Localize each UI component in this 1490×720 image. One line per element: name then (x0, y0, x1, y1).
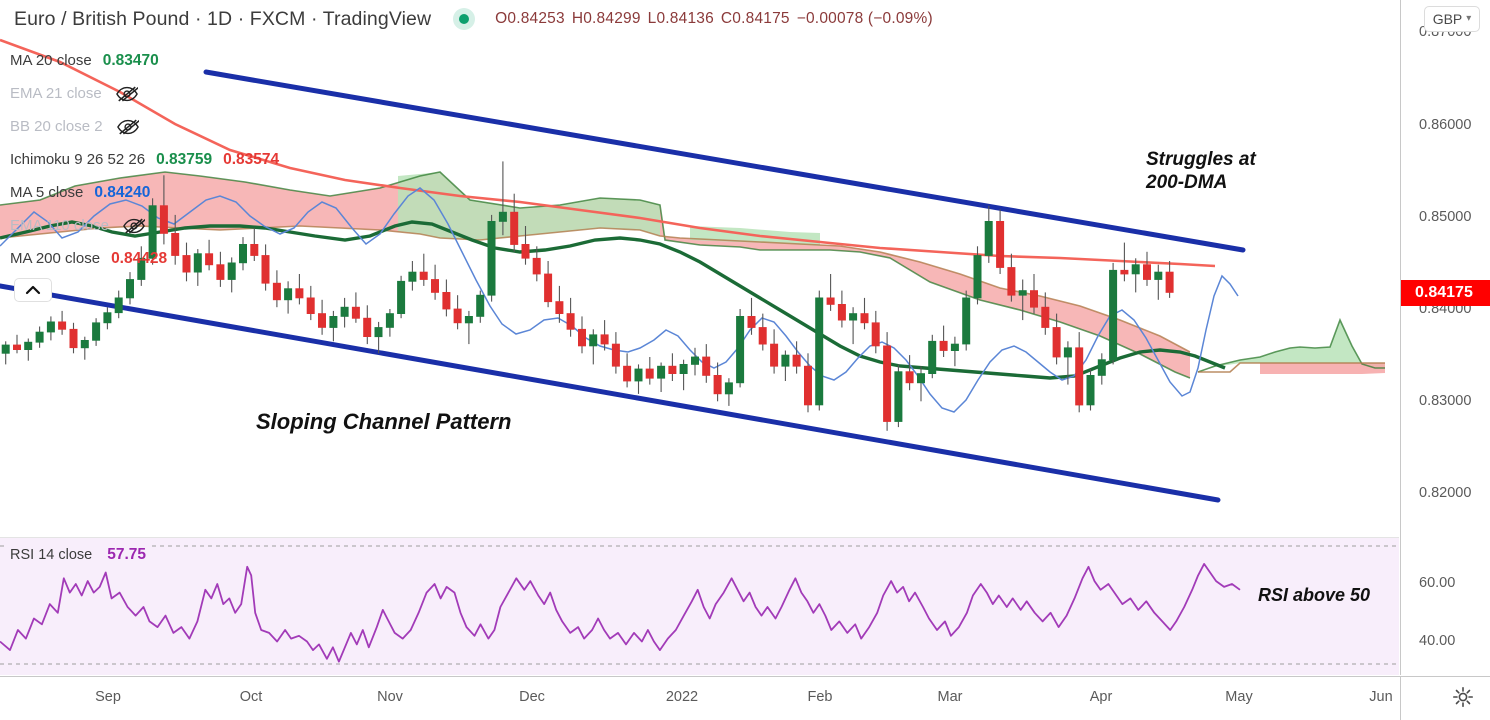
annotation-sloping-channel-pattern: Sloping Channel Pattern (256, 409, 512, 434)
rsi-legend-name: RSI 14 close (10, 547, 93, 563)
collapse-pane-button[interactable] (14, 278, 52, 302)
price-chart-svg (0, 38, 1385, 503)
candlestick-series (1, 161, 1174, 431)
chevron-up-icon (25, 285, 41, 295)
price-axis-tick: 0.86000 (1419, 116, 1472, 133)
time-axis-tick: Oct (239, 689, 263, 705)
currency-selector-label: GBP (1432, 11, 1463, 27)
chevron-down-icon: ▾ (1466, 13, 1472, 24)
annotation-struggles-at-200dma: Struggles at 200-DMA (1146, 149, 1256, 194)
price-axis-tick: 0.82000 (1419, 485, 1472, 502)
rsi-chart-svg (0, 545, 1399, 665)
sloping-channel (0, 69, 1246, 503)
rsi-axis-tick: 60.00 (1419, 575, 1456, 591)
time-axis-tick: Jun (1369, 689, 1393, 705)
channel-lower-line (0, 283, 1221, 503)
ma5-line (0, 187, 1239, 413)
time-axis-tick: 2022 (665, 689, 699, 705)
gear-icon[interactable] (1452, 686, 1474, 708)
axis-corner-divider (1400, 676, 1401, 720)
time-axis[interactable]: Sep Oct Nov Dec 2022 Feb Mar Apr May Jun (0, 676, 1490, 720)
channel-upper-line (203, 69, 1246, 253)
ichimoku-future-cloud (1197, 317, 1385, 374)
rsi-pane[interactable] (0, 537, 1399, 675)
time-axis-tick: Dec (519, 689, 545, 705)
rsi-axis-tick: 40.00 (1419, 632, 1456, 649)
annotation-rsi-above-50: RSI above 50 (1258, 585, 1371, 605)
currency-selector[interactable]: GBP ▾ (1424, 6, 1480, 32)
current-price-badge: 0.84175 (1401, 279, 1490, 306)
ma200-line (0, 38, 1216, 268)
price-axis-tick: 0.83000 (1419, 393, 1472, 410)
ma20-line (0, 220, 1226, 380)
time-axis-tick: Mar (937, 689, 963, 705)
price-axis[interactable]: 0.87000 0.86000 0.85000 0.84000 0.83000 0.820… (1400, 0, 1490, 675)
rsi-legend[interactable]: RSI 14 close 57.75 (8, 545, 153, 565)
time-axis-tick: Nov (377, 689, 403, 705)
time-axis-tick: Sep (95, 689, 121, 705)
time-axis-tick: Feb (807, 689, 833, 705)
time-axis-tick: May (1225, 689, 1253, 705)
time-axis-tick: Apr (1089, 689, 1113, 705)
rsi-line (0, 563, 1241, 663)
rsi-legend-value: 57.75 (107, 546, 147, 563)
price-chart-pane[interactable] (0, 0, 1399, 535)
price-axis-tick: 0.85000 (1419, 208, 1472, 225)
